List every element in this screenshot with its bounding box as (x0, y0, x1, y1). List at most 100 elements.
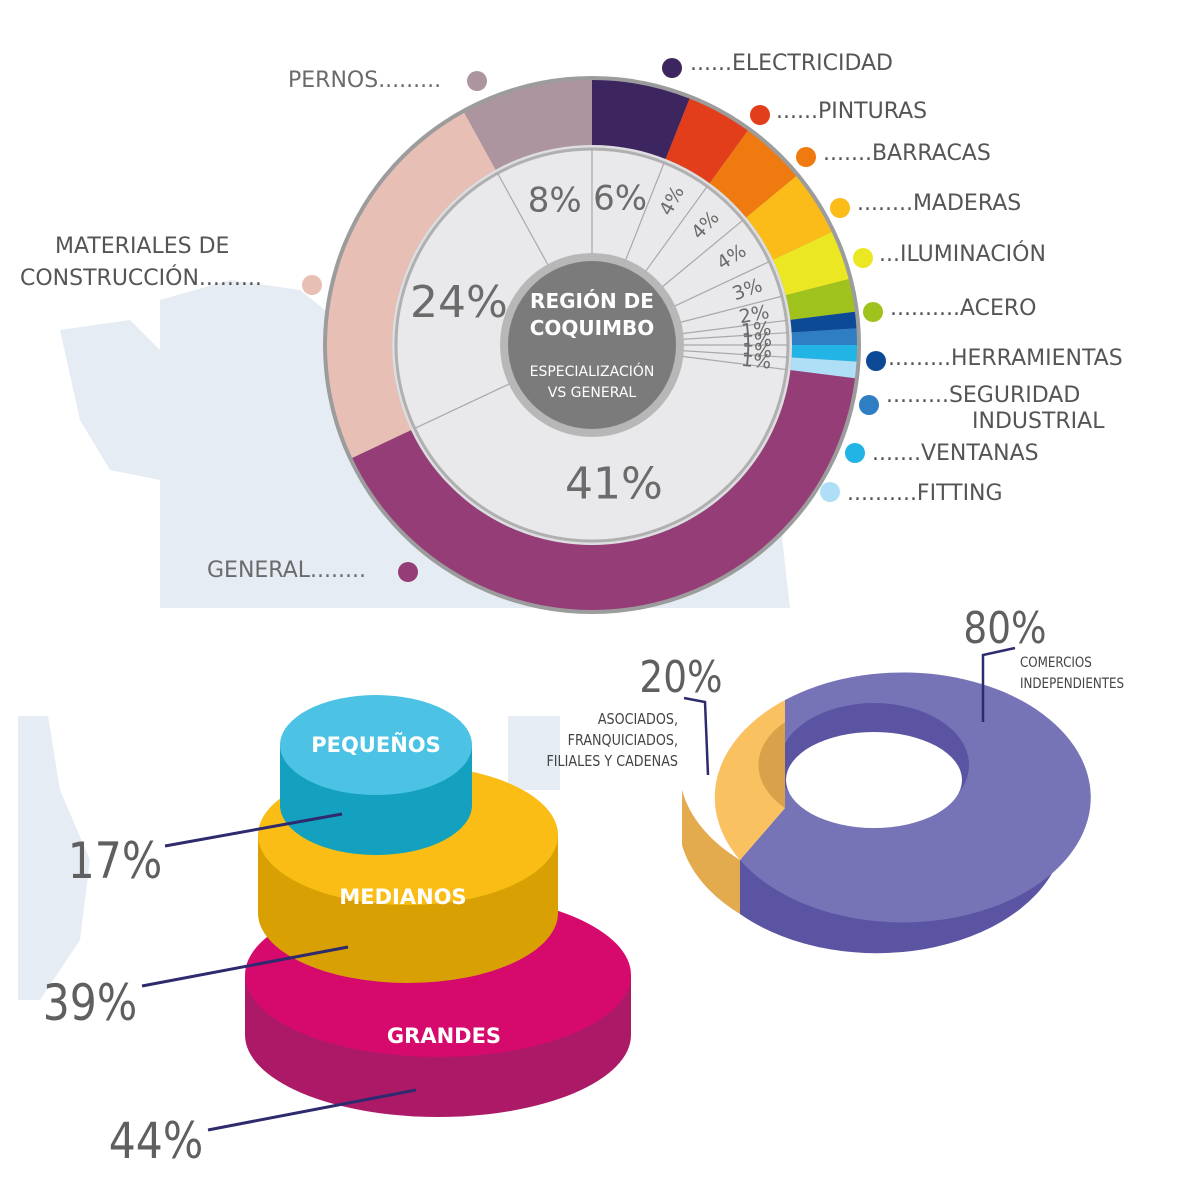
donut-slice-iluminacion (772, 232, 849, 296)
cylinder-pequenos-top (280, 695, 472, 795)
donut-divider (414, 382, 511, 429)
legend-label: .......BARRACAS (823, 141, 991, 166)
donut-title-line2: COQUIMBO (530, 316, 655, 340)
cylinder-label-pequenos: PEQUEÑOS (311, 732, 441, 757)
legend-dot (866, 351, 886, 371)
ring-value-asociados: 20% (639, 651, 722, 703)
legend-label: ..........ACERO (890, 296, 1036, 321)
donut-divider (624, 162, 665, 262)
cylinder-value-pequenos: 17% (68, 832, 162, 890)
legend-label: ......PINTURAS (776, 99, 927, 124)
legend-label: MATERIALES DE (55, 234, 229, 259)
cylinder-value-medianos: 39% (43, 974, 137, 1032)
legend-item-pinturas: ......PINTURAS (750, 99, 927, 125)
donut-slice-acero (785, 279, 855, 320)
leader-line-independientes (981, 646, 1016, 722)
legend-item-barracas: .......BARRACAS (796, 141, 991, 167)
legend-item-electricidad: ......ELECTRICIDAD (662, 51, 893, 78)
legend-dot (853, 248, 873, 268)
donut-title: REGIÓN DE (530, 289, 654, 313)
legend-label: ........MADERAS (857, 191, 1021, 216)
ring-label-asociados-line2: FRANQUICIADOS, (568, 732, 678, 749)
legend-item-acero: ..........ACERO (863, 296, 1036, 322)
ring-3d-side-asociados (682, 790, 740, 914)
cylinder-label-grandes: GRANDES (387, 1024, 501, 1048)
legend-label: GENERAL........ (207, 558, 366, 583)
donut-divider (673, 261, 770, 308)
donut-value-fitting: 1% (740, 349, 772, 374)
legend-label-line2: INDUSTRIAL (972, 409, 1105, 434)
chart-company-size: PEQUEÑOS MEDIANOS GRANDES 17% 39% 44% (43, 695, 631, 1170)
legend-dot (302, 275, 322, 295)
donut-slice-fitting (790, 357, 857, 379)
donut-value-seguridad-industrial: 1% (742, 329, 773, 352)
leader-line-pequenos (164, 812, 343, 848)
donut-slice-materiales-de-construccion (326, 112, 496, 458)
legend-item-iluminacion: ...ILUMINACIÓN (853, 241, 1046, 268)
donut-slice-general (352, 370, 855, 611)
leader-line-asociados (683, 696, 710, 776)
legend-dot (467, 71, 487, 91)
legend-dot (845, 443, 865, 463)
ring-3d-hole (786, 732, 962, 828)
ring-label-asociados-line1: ASOCIADOS, (598, 711, 678, 728)
legend-label: PERNOS......... (288, 68, 441, 93)
donut-divider (644, 186, 708, 273)
ring-3d-hole-wall-asociados (758, 722, 785, 808)
cylinder-value-grandes: 44% (109, 1112, 203, 1170)
donut-divider (681, 355, 787, 371)
donut-divider (679, 295, 782, 324)
donut-slice-herramientas (790, 311, 857, 333)
donut-value-electricidad: 6% (593, 179, 647, 219)
legend-dot (820, 482, 840, 502)
donut-subtitle: ESPECIALIZACIÓN (530, 362, 655, 380)
cylinder-label-medianos: MEDIANOS (339, 885, 466, 909)
legend-dot (750, 105, 770, 125)
legend-label: .........HERRAMIENTAS (888, 346, 1123, 371)
legend-label: ..........FITTING (847, 481, 1003, 506)
legend-dot (398, 562, 418, 582)
legend-item-herramientas: .........HERRAMIENTAS (866, 346, 1123, 371)
legend-item-materiales-de-construccion: MATERIALES DE CONSTRUCCIÓN......... (20, 234, 322, 295)
donut-subtitle-line2: VS GENERAL (548, 385, 637, 401)
legend-label: ...ILUMINACIÓN (879, 241, 1046, 267)
donut-value-general: 41% (565, 459, 663, 510)
legend-label-line2: CONSTRUCCIÓN......... (20, 265, 262, 291)
legend-item-ventanas: .......VENTANAS (845, 441, 1039, 466)
donut-slice-maderas (746, 176, 832, 260)
ring-label-independientes-line1: COMERCIOS (1020, 655, 1092, 671)
donut-divider (660, 219, 744, 289)
donut-divider (681, 319, 787, 335)
donut-slice-pernos (464, 80, 592, 170)
donut-value-pernos: 8% (528, 181, 582, 221)
chart-business-type: 80% 20% COMERCIOS INDEPENDIENTES ASOCIAD… (546, 602, 1124, 954)
donut-legend: ......ELECTRICIDAD ......PINTURAS .......B… (20, 51, 1123, 583)
leader-line-grandes (207, 1088, 417, 1132)
legend-item-fitting: ..........FITTING (820, 481, 1003, 506)
legend-item-general: GENERAL........ (207, 558, 418, 583)
legend-dot (796, 147, 816, 167)
donut-slice-ventanas (791, 345, 857, 362)
leader-line-medianos (141, 945, 349, 988)
legend-item-pernos: PERNOS......... (288, 68, 487, 93)
cylinder-pequenos (280, 695, 472, 855)
donut-slice-barracas (709, 130, 797, 218)
ring-3d-side-independientes (740, 790, 1063, 954)
donut-center-badge: REGIÓN DE COQUIMBO ESPECIALIZACIÓN VS GE… (500, 253, 684, 437)
ring-value-independientes: 80% (963, 602, 1046, 654)
legend-label: ......ELECTRICIDAD (690, 51, 893, 76)
donut-divider (681, 332, 788, 340)
ring-label-independientes-line2: INDEPENDIENTES (1020, 676, 1124, 692)
legend-dot (859, 395, 879, 415)
chart-region-coquimbo: 6% 4%4%4%3%2%1%1%1%1%41%24%8% REGIÓN DE C… (20, 51, 1123, 614)
donut-slice-pinturas (665, 98, 748, 184)
legend-item-maderas: ........MADERAS (830, 191, 1021, 218)
legend-dot (662, 58, 682, 78)
donut-divider (681, 350, 788, 358)
map-background (18, 280, 790, 1000)
donut-divider (497, 172, 550, 267)
ring-label-asociados-line3: FILIALES Y CADENAS (546, 753, 678, 770)
donut-slice-seguridad-industrial (791, 328, 857, 345)
